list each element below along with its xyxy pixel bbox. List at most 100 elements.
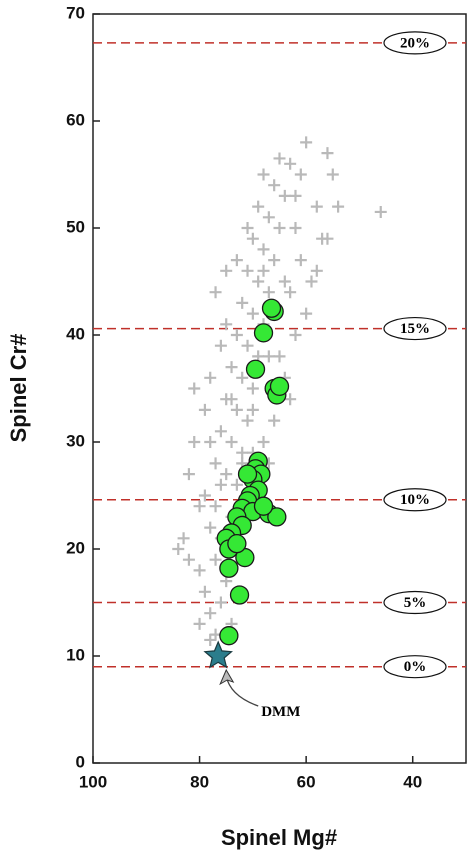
y-tick-label: 50 [66, 217, 85, 236]
plus-point [204, 521, 217, 534]
plus-point [241, 222, 254, 234]
label-ellipse [383, 590, 447, 615]
plus-point [225, 436, 238, 448]
plus-point [198, 585, 211, 598]
plus-point [230, 329, 243, 341]
plus-point [305, 275, 318, 288]
plus-point [198, 403, 211, 416]
y-axis-title: Spinel Cr# [6, 334, 31, 443]
arrow-head [219, 668, 235, 686]
plus-point [273, 222, 286, 234]
plus-point [230, 403, 243, 416]
y-tick-label: 20 [66, 538, 85, 557]
y-tick-label: 60 [66, 110, 85, 129]
circle-point [253, 496, 274, 516]
plus-point [257, 436, 270, 448]
plot-frame [92, 13, 467, 764]
plus-point [294, 168, 307, 181]
plus-point [284, 157, 297, 170]
plus-point [209, 457, 222, 470]
plus-point [294, 254, 307, 267]
plus-point [246, 232, 259, 245]
plus-point [198, 489, 211, 502]
plus-point [289, 329, 302, 341]
circle-point [253, 323, 274, 343]
plus-point [300, 307, 313, 320]
plus-point [257, 264, 270, 277]
circle-point [227, 534, 247, 554]
plus-point [257, 243, 270, 256]
plus-point [262, 286, 275, 299]
plus-point [278, 275, 291, 288]
y-tick-label: 70 [66, 3, 85, 22]
plus-point [204, 436, 217, 448]
plus-point [257, 168, 270, 181]
y-tick-label: 40 [66, 324, 85, 343]
plus-point [225, 361, 238, 374]
plus-point [214, 478, 227, 491]
plus-point [374, 205, 387, 218]
label-ellipse [383, 488, 447, 512]
plus-point [177, 532, 190, 545]
plus-point [172, 543, 185, 555]
plus-point [236, 446, 249, 459]
y-tick-label: 30 [66, 431, 85, 450]
x-tick-label: 40 [403, 772, 422, 791]
plus-point [268, 254, 281, 267]
plus-point [273, 350, 286, 363]
plus-point [268, 179, 281, 192]
plus-point [193, 564, 206, 577]
plus-point [289, 189, 302, 202]
label-ellipse [383, 316, 447, 341]
plus-point [214, 596, 227, 609]
label-ellipse [383, 31, 447, 55]
y-tick-label: 0 [76, 752, 85, 771]
plus-point [262, 211, 275, 224]
x-tick-label: 80 [190, 772, 209, 791]
star-point [203, 640, 233, 669]
plus-point [246, 307, 259, 320]
plus-point [284, 393, 297, 406]
plus-point [230, 254, 243, 267]
plus-point [214, 425, 227, 438]
plus-point [220, 468, 233, 481]
plus-point [209, 553, 222, 566]
plus-point [209, 286, 222, 299]
circle-point [245, 359, 266, 379]
plus-point [273, 152, 286, 165]
plus-point [289, 222, 302, 234]
plus-point [214, 339, 227, 352]
plus-point [182, 468, 195, 481]
plus-point [326, 168, 339, 181]
plus-point [236, 371, 249, 384]
plus-point [252, 275, 265, 288]
plus-point [241, 339, 254, 352]
x-tick-label: 100 [79, 772, 107, 791]
plus-point [193, 500, 206, 513]
plus-point [236, 296, 249, 309]
y-tick-label: 10 [66, 645, 85, 664]
plus-point [310, 200, 323, 213]
plus-point [284, 286, 297, 299]
plus-point [204, 371, 217, 384]
plus-point [182, 553, 195, 566]
circle-point [269, 376, 290, 397]
plus-point [332, 200, 345, 213]
annotation: DMM [261, 704, 300, 720]
reference-label: 5% [404, 595, 427, 611]
x-tick-label: 60 [297, 772, 316, 791]
plus-point [252, 200, 265, 213]
circle-point [219, 558, 239, 578]
label-ellipse [383, 655, 447, 679]
plus-point [225, 393, 238, 406]
plus-point [230, 478, 243, 491]
plus-point [300, 136, 313, 149]
plus-point [188, 382, 201, 395]
plus-point [246, 403, 259, 416]
plus-point [241, 414, 254, 427]
reference-label: 10% [400, 492, 430, 508]
reference-label: 20% [400, 35, 430, 51]
plus-point [220, 264, 233, 277]
circle-point [261, 298, 282, 318]
